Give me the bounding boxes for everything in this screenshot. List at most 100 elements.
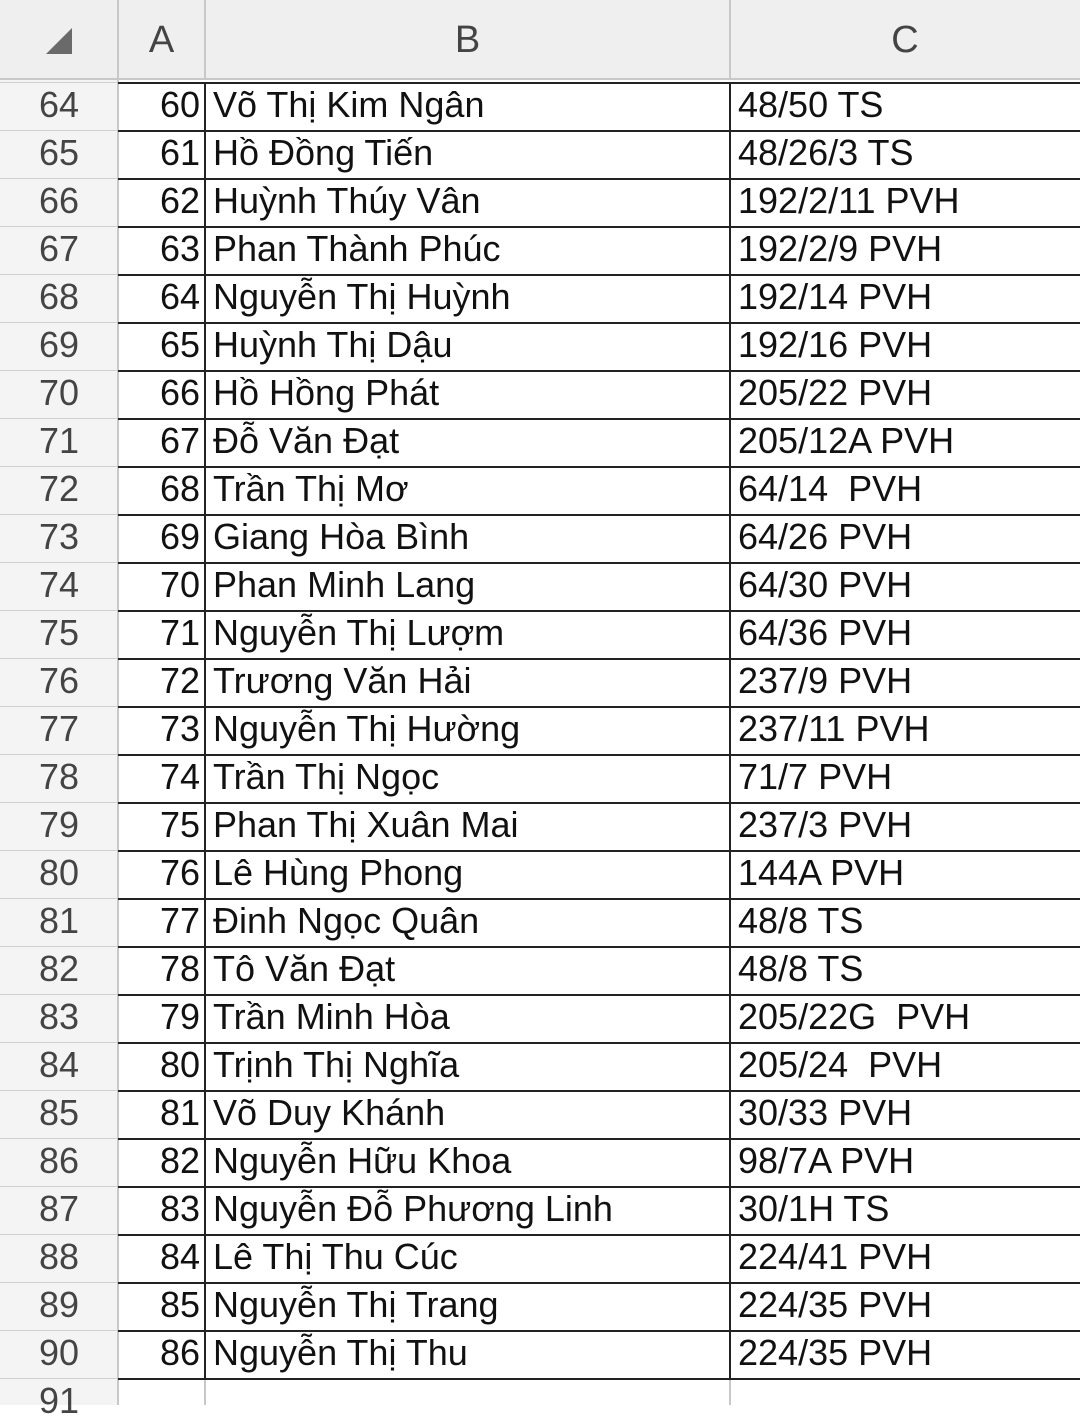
cell-b[interactable]: Lê Thị Thu Cúc	[213, 1236, 458, 1277]
cell-c[interactable]: 192/2/11 PVH	[738, 180, 960, 221]
cell-c[interactable]: 192/16 PVH	[738, 324, 933, 365]
cell-b[interactable]: Trần Minh Hòa	[213, 996, 450, 1037]
cell-c[interactable]: 237/11 PVH	[738, 708, 930, 749]
cell-a[interactable]: 85	[159, 1284, 200, 1325]
grid-line	[0, 1378, 118, 1379]
cell-b[interactable]: Đinh Ngọc Quân	[213, 900, 480, 941]
grid-line	[118, 82, 1080, 84]
cell-b[interactable]: Phan Thị Xuân Mai	[213, 804, 519, 845]
cell-c[interactable]: 64/36 PVH	[738, 612, 913, 653]
cell-b[interactable]: Nguyễn Thị Trang	[213, 1284, 499, 1325]
cell-b[interactable]: Võ Duy Khánh	[213, 1092, 446, 1133]
cell-a[interactable]: 81	[159, 1092, 200, 1133]
cell-c[interactable]: 224/35 PVH	[738, 1332, 933, 1373]
cell-b[interactable]: Nguyễn Đỗ Phương Linh	[213, 1188, 613, 1229]
cell-a[interactable]: 73	[159, 708, 200, 749]
cell-b[interactable]: Nguyễn Thị Huỳnh	[213, 276, 511, 317]
cell-c[interactable]: 144A PVH	[738, 852, 905, 893]
column-header[interactable]: A	[148, 19, 175, 61]
row-number: 80	[38, 852, 80, 893]
cell-b[interactable]: Nguyễn Hữu Khoa	[213, 1140, 512, 1181]
cell-b[interactable]: Trần Thị Mơ	[213, 468, 409, 509]
cell-b[interactable]: Nguyễn Thị Hường	[213, 708, 521, 749]
column-header[interactable]: C	[891, 19, 919, 61]
grid-line	[118, 754, 1080, 756]
cell-a[interactable]: 83	[159, 1188, 200, 1229]
cell-a[interactable]: 61	[159, 132, 200, 173]
grid-line	[729, 0, 731, 80]
grid-line	[118, 514, 1080, 516]
grid-line	[0, 562, 118, 563]
cell-c[interactable]: 205/22 PVH	[738, 372, 933, 413]
cell-a[interactable]: 71	[159, 612, 200, 653]
cell-c[interactable]: 98/7A PVH	[738, 1140, 915, 1181]
cell-b[interactable]: Hồ Hồng Phát	[213, 372, 440, 413]
cell-a[interactable]: 82	[159, 1140, 200, 1181]
cell-a[interactable]: 67	[159, 420, 200, 461]
cell-a[interactable]: 74	[159, 756, 200, 797]
cell-b[interactable]: Huỳnh Thị Dậu	[213, 324, 453, 365]
grid-line	[118, 1330, 1080, 1332]
cell-a[interactable]: 66	[159, 372, 200, 413]
grid-line	[118, 1378, 1080, 1380]
cell-a[interactable]: 80	[159, 1044, 200, 1085]
cell-c[interactable]: 237/3 PVH	[738, 804, 913, 845]
cell-a[interactable]: 62	[159, 180, 200, 221]
grid-line	[118, 802, 1080, 804]
cell-c[interactable]: 48/8 TS	[738, 900, 864, 941]
cell-b[interactable]: Huỳnh Thúy Vân	[213, 180, 481, 221]
cell-c[interactable]: 192/14 PVH	[738, 276, 933, 317]
cell-c[interactable]: 205/24 PVH	[738, 1044, 943, 1085]
grid-line	[118, 1186, 1080, 1188]
cell-b[interactable]: Trần Thị Ngọc	[213, 756, 440, 797]
column-header[interactable]: B	[454, 19, 481, 61]
cell-a[interactable]: 84	[159, 1236, 200, 1277]
cell-c[interactable]: 64/26 PVH	[738, 516, 913, 557]
cell-a[interactable]: 78	[159, 948, 200, 989]
cell-a[interactable]: 77	[159, 900, 200, 941]
cell-c[interactable]: 48/8 TS	[738, 948, 864, 989]
cell-a[interactable]: 79	[159, 996, 200, 1037]
cell-a[interactable]: 75	[159, 804, 200, 845]
select-all[interactable]	[44, 28, 74, 56]
cell-c[interactable]: 224/35 PVH	[738, 1284, 933, 1325]
row-number: 69	[38, 324, 80, 365]
cell-a[interactable]: 65	[159, 324, 200, 365]
cell-c[interactable]: 30/1H TS	[738, 1188, 890, 1229]
cell-b[interactable]: Trương Văn Hải	[213, 660, 472, 701]
cell-b[interactable]: Võ Thị Kim Ngân	[213, 84, 485, 125]
cell-c[interactable]: 237/9 PVH	[738, 660, 913, 701]
cell-a[interactable]: 69	[159, 516, 200, 557]
cell-c[interactable]: 71/7 PVH	[738, 756, 893, 797]
grid-line	[118, 370, 1080, 372]
cell-c[interactable]: 205/22G PVH	[738, 996, 971, 1037]
cell-a[interactable]: 64	[159, 276, 200, 317]
cell-c[interactable]: 192/2/9 PVH	[738, 228, 943, 269]
cell-b[interactable]: Tô Văn Đạt	[213, 948, 396, 989]
cell-c[interactable]: 64/30 PVH	[738, 564, 913, 605]
cell-c[interactable]: 48/50 TS	[738, 84, 884, 125]
cell-a[interactable]: 68	[159, 468, 200, 509]
grid-line	[118, 850, 1080, 852]
cell-b[interactable]: Trịnh Thị Nghĩa	[213, 1044, 460, 1085]
cell-b[interactable]: Nguyễn Thị Lượm	[213, 612, 505, 653]
cell-a[interactable]: 76	[159, 852, 200, 893]
row-number: 68	[38, 276, 80, 317]
cell-c[interactable]: 205/12A PVH	[738, 420, 955, 461]
cell-b[interactable]: Phan Minh Lang	[213, 564, 476, 605]
cell-c[interactable]: 30/33 PVH	[738, 1092, 913, 1133]
cell-a[interactable]: 60	[159, 84, 200, 125]
cell-b[interactable]: Phan Thành Phúc	[213, 228, 501, 269]
cell-a[interactable]: 70	[159, 564, 200, 605]
cell-c[interactable]: 224/41 PVH	[738, 1236, 933, 1277]
cell-a[interactable]: 86	[159, 1332, 200, 1373]
cell-c[interactable]: 48/26/3 TS	[738, 132, 914, 173]
cell-b[interactable]: Lê Hùng Phong	[213, 852, 464, 893]
cell-a[interactable]: 72	[159, 660, 200, 701]
cell-b[interactable]: Nguyễn Thị Thu	[213, 1332, 468, 1373]
cell-b[interactable]: Giang Hòa Bình	[213, 516, 470, 557]
cell-b[interactable]: Hồ Đồng Tiến	[213, 132, 434, 173]
cell-a[interactable]: 63	[159, 228, 200, 269]
cell-b[interactable]: Đỗ Văn Đạt	[213, 420, 400, 461]
cell-c[interactable]: 64/14 PVH	[738, 468, 923, 509]
